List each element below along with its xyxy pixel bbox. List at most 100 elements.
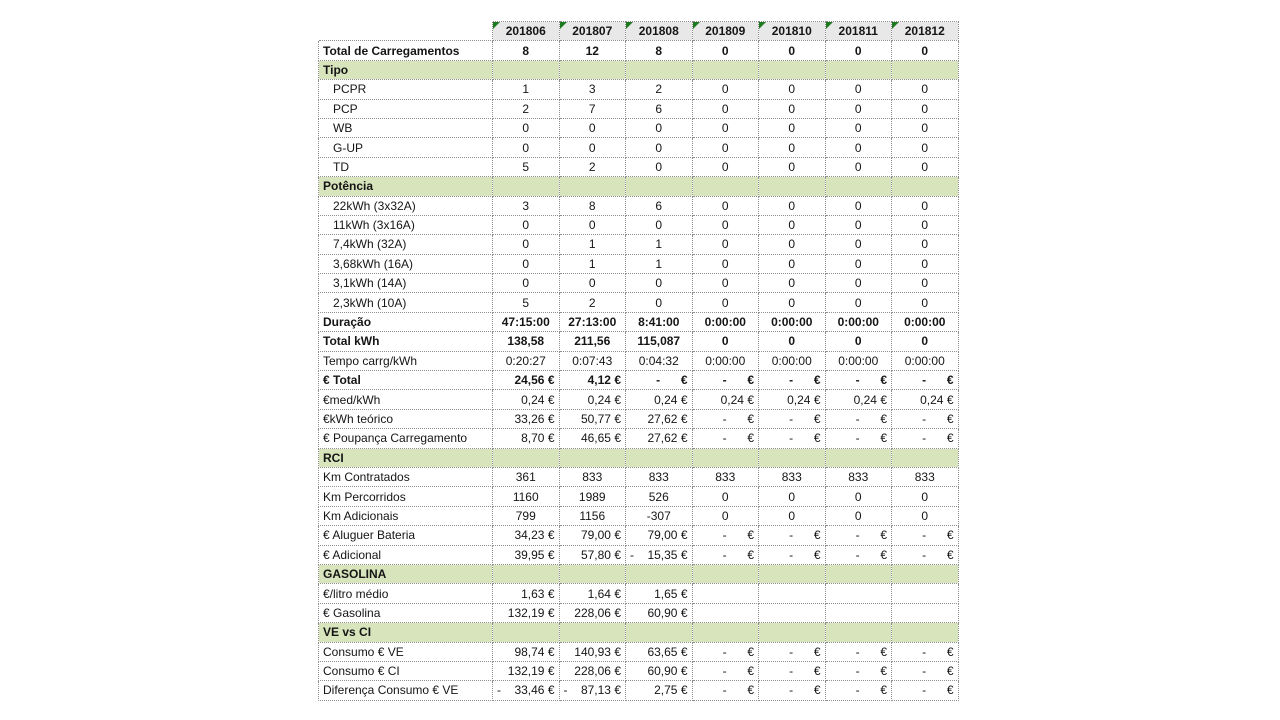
value-cell[interactable]: 0 (691, 253, 759, 275)
value-cell[interactable]: 0 (824, 273, 892, 294)
value-cell[interactable]: 0 (758, 292, 826, 313)
value-cell[interactable]: 0 (691, 505, 759, 527)
value-cell[interactable]: 1,64 € (558, 583, 626, 604)
value-cell[interactable]: 60,90 € (625, 602, 693, 624)
value-cell[interactable]: 1989 (558, 486, 626, 507)
value-cell[interactable]: 39,95 € (492, 544, 560, 565)
value-cell[interactable] (758, 447, 826, 468)
value-cell[interactable]: 833 (891, 466, 959, 488)
value-cell[interactable]: - € (691, 544, 759, 565)
value-cell[interactable] (492, 447, 560, 468)
value-cell[interactable]: 0 (891, 486, 959, 507)
value-cell[interactable]: 0 (492, 117, 560, 139)
value-cell[interactable]: 833 (691, 466, 759, 488)
value-cell[interactable]: 79,00 € (625, 525, 693, 546)
value-cell[interactable]: - € (891, 370, 959, 391)
value-cell[interactable]: 0 (758, 117, 826, 139)
value-cell[interactable]: 0 (824, 137, 892, 158)
value-cell[interactable]: 0,24 € (492, 389, 560, 410)
value-cell[interactable] (758, 583, 826, 604)
value-cell[interactable]: 0 (891, 292, 959, 313)
value-cell[interactable]: 0 (625, 214, 693, 236)
value-cell[interactable]: 0 (758, 234, 826, 255)
row-label[interactable]: € Poupança Carregamento (318, 428, 493, 449)
value-cell[interactable] (758, 176, 826, 197)
value-cell[interactable]: 0 (824, 234, 892, 255)
value-cell[interactable]: 1160 (492, 486, 560, 507)
row-label[interactable]: Km Adicionais (318, 505, 493, 527)
value-cell[interactable]: 6 (625, 195, 693, 216)
value-cell[interactable]: 6 (625, 98, 693, 119)
value-cell[interactable]: 0 (492, 214, 560, 236)
value-cell[interactable] (824, 59, 892, 81)
value-cell[interactable]: 60,90 € (625, 660, 693, 682)
row-label[interactable]: Tempo carrg/kWh (318, 350, 493, 372)
value-cell[interactable]: 0 (891, 331, 959, 352)
value-cell[interactable]: 0 (891, 156, 959, 178)
value-cell[interactable]: 138,58 (492, 331, 560, 352)
value-cell[interactable]: 24,56 € (492, 370, 560, 391)
value-cell[interactable]: 0:00:00 (691, 350, 759, 372)
value-cell[interactable]: 132,19 € (492, 602, 560, 624)
value-cell[interactable]: 3 (492, 195, 560, 216)
value-cell[interactable]: - € (758, 370, 826, 391)
value-cell[interactable]: 0 (625, 156, 693, 178)
value-cell[interactable]: -87,13 € (558, 680, 626, 701)
value-cell[interactable]: 5 (492, 156, 560, 178)
value-cell[interactable] (691, 583, 759, 604)
value-cell[interactable]: 1 (625, 253, 693, 275)
value-cell[interactable]: 0 (824, 79, 892, 100)
value-cell[interactable]: 4,12 € (558, 370, 626, 391)
value-cell[interactable]: 0 (824, 117, 892, 139)
value-cell[interactable]: 0 (558, 137, 626, 158)
value-cell[interactable]: 0 (891, 253, 959, 275)
value-cell[interactable]: 0 (558, 273, 626, 294)
value-cell[interactable]: 0 (758, 79, 826, 100)
value-cell[interactable]: 228,06 € (558, 660, 626, 682)
value-cell[interactable]: 0,24 € (691, 389, 759, 410)
row-label[interactable]: 22kWh (3x32A) (318, 195, 493, 216)
row-label[interactable]: € Gasolina (318, 602, 493, 624)
row-label[interactable]: Km Contratados (318, 466, 493, 488)
value-cell[interactable]: - € (824, 544, 892, 565)
value-cell[interactable]: 132,19 € (492, 660, 560, 682)
value-cell[interactable]: - € (691, 525, 759, 546)
value-cell[interactable]: -15,35 € (625, 544, 693, 565)
value-cell[interactable]: 46,65 € (558, 428, 626, 449)
row-label[interactable]: Total kWh (318, 331, 493, 352)
value-cell[interactable]: 50,77 € (558, 408, 626, 430)
value-cell[interactable] (691, 176, 759, 197)
value-cell[interactable] (691, 622, 759, 643)
value-cell[interactable]: 115,087 (625, 331, 693, 352)
value-cell[interactable]: - € (891, 660, 959, 682)
value-cell[interactable]: 2 (558, 156, 626, 178)
value-cell[interactable]: 0 (824, 156, 892, 178)
value-cell[interactable]: - € (691, 660, 759, 682)
column-header-201808[interactable]: 201808 (625, 20, 693, 42)
value-cell[interactable]: 833 (758, 466, 826, 488)
value-cell[interactable]: 0 (758, 195, 826, 216)
value-cell[interactable]: 0 (691, 98, 759, 119)
column-header-201806[interactable]: 201806 (492, 20, 560, 42)
column-header-201810[interactable]: 201810 (758, 20, 826, 42)
value-cell[interactable]: 0 (758, 273, 826, 294)
value-cell[interactable] (758, 602, 826, 624)
value-cell[interactable] (758, 622, 826, 643)
value-cell[interactable]: 0,24 € (625, 389, 693, 410)
value-cell[interactable]: 0 (492, 137, 560, 158)
value-cell[interactable]: 1,65 € (625, 583, 693, 604)
value-cell[interactable]: 0 (824, 331, 892, 352)
value-cell[interactable] (891, 563, 959, 585)
value-cell[interactable]: 8 (558, 195, 626, 216)
column-header-201809[interactable]: 201809 (691, 20, 759, 42)
value-cell[interactable]: 2 (492, 98, 560, 119)
value-cell[interactable]: 0 (758, 98, 826, 119)
value-cell[interactable]: - € (691, 408, 759, 430)
value-cell[interactable]: 0 (758, 486, 826, 507)
value-cell[interactable]: - € (625, 370, 693, 391)
value-cell[interactable]: 0 (824, 292, 892, 313)
value-cell[interactable] (891, 59, 959, 81)
value-cell[interactable]: 0:00:00 (691, 311, 759, 333)
row-label[interactable]: Duração (318, 311, 493, 333)
value-cell[interactable]: 57,80 € (558, 544, 626, 565)
